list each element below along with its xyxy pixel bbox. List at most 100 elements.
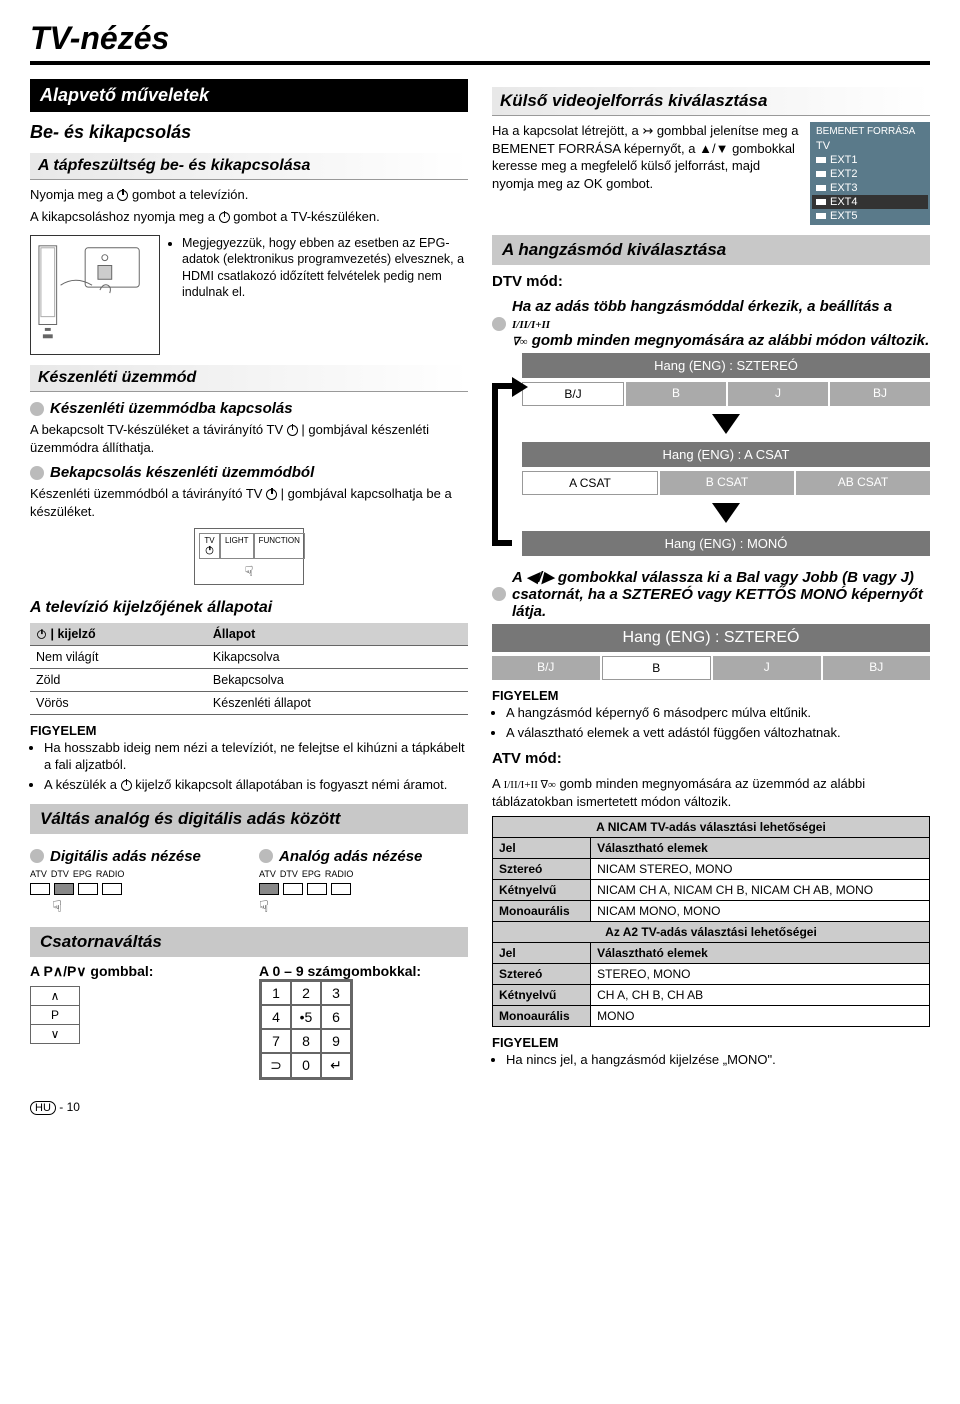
- warning-item: A hangzásmód képernyő 6 másodperc múlva …: [506, 705, 930, 722]
- flow-bj2: BJ: [830, 382, 930, 406]
- table-cell: Kétnyelvű: [493, 880, 591, 901]
- atv-mode-label: ATV mód:: [492, 750, 930, 767]
- lr-j: J: [713, 656, 821, 680]
- section-basic-ops: Alapvető műveletek: [30, 79, 468, 112]
- flow-b: B: [626, 382, 726, 406]
- table-cell: Sztereó: [493, 964, 591, 985]
- table-cell: Monoaurális: [493, 1006, 591, 1027]
- power-note: Megjegyezzük, hogy ebben az esetben az E…: [168, 235, 468, 303]
- warning-item: Ha hosszabb ideig nem nézi a televíziót,…: [44, 740, 468, 774]
- subsection-power: Be- és kikapcsolás: [30, 120, 468, 145]
- mode-labels: ATVDTVEPGRADIO: [259, 869, 468, 879]
- flow-j: J: [728, 382, 828, 406]
- lr-heading: A ◀/▶ gombokkal válassza ki a Bal vagy J…: [492, 568, 930, 620]
- label-p-buttons: A P∧/P∨ gombbal:: [30, 963, 239, 980]
- return-arrow: [492, 383, 512, 546]
- section-sound-mode: A hangzásmód kiválasztása: [492, 235, 930, 265]
- table-cell: Választható elemek: [591, 838, 930, 859]
- table-cell: Készenléti állapot: [207, 692, 468, 715]
- remote-illustration: TV LIGHT FUNCTION ☟: [194, 528, 304, 585]
- section-analog-digital: Váltás analóg és digitális adás között: [30, 804, 468, 834]
- table-cell: MONO: [591, 1006, 930, 1027]
- flow-mono: Hang (ENG) : MONÓ: [522, 531, 930, 556]
- right-column: Külső videojelforrás kiválasztása BEMENE…: [492, 79, 930, 1080]
- input-ext1: EXT1: [812, 153, 928, 167]
- lr-box: Hang (ENG) : SZTEREÓ: [492, 624, 930, 652]
- power-icon: [117, 190, 128, 201]
- nicam-header: A NICAM TV-adás választási lehetőségei: [493, 817, 930, 838]
- warning-list: Ha hosszabb ideig nem nézi a televíziót,…: [30, 740, 468, 794]
- flow-bj: B/J: [522, 382, 624, 406]
- table-cell: Nem világít: [30, 646, 207, 669]
- warning-item: Ha nincs jel, a hangzásmód kijelzése „MO…: [506, 1052, 930, 1069]
- table-cell: Kétnyelvű: [493, 985, 591, 1006]
- heading-external-source: Külső videojelforrás kiválasztása: [492, 87, 930, 116]
- table-cell: Vörös: [30, 692, 207, 715]
- input-ext2: EXT2: [812, 167, 928, 181]
- heading-main-power: A tápfeszültség be- és kikapcsolása: [30, 153, 468, 180]
- flow-bcsat: B CSAT: [660, 471, 794, 495]
- flow-abcsat: AB CSAT: [796, 471, 930, 495]
- tv-diagram: Megjegyezzük, hogy ebben az esetben az E…: [30, 235, 468, 355]
- input-ext4: EXT4: [812, 195, 928, 209]
- sound-flow: Hang (ENG) : SZTEREÓ B/J B J BJ Hang (EN…: [492, 353, 930, 556]
- power-on-text: Nyomja meg a gombot a televízión.: [30, 186, 468, 204]
- power-icon: [121, 780, 132, 791]
- flow-acsat: A CSAT: [522, 471, 658, 495]
- to-standby-text: A bekapcsolt TV-készüléket a távirányító…: [30, 421, 468, 456]
- subhead-analog: Analóg adás nézése: [259, 848, 468, 865]
- warning-list: A hangzásmód képernyő 6 másodperc múlva …: [492, 705, 930, 742]
- table-cell: Kikapcsolva: [207, 646, 468, 669]
- lr-b: B: [602, 656, 712, 680]
- warning-item: A választható elemek a vett adástól függ…: [506, 725, 930, 742]
- input-ext3: EXT3: [812, 181, 928, 195]
- warning-list: Ha nincs jel, a hangzásmód kijelzése „MO…: [492, 1052, 930, 1069]
- warning-label: FIGYELEM: [30, 723, 468, 738]
- table-cell: Bekapcsolva: [207, 669, 468, 692]
- power-icon: [219, 212, 230, 223]
- dtv-heading: Ha az adás több hangzásmóddal érkezik, a…: [492, 298, 930, 349]
- lr-bj: B/J: [492, 656, 600, 680]
- table-cell: Zöld: [30, 669, 207, 692]
- power-off-text: A kikapcsoláshoz nyomja meg a gombot a T…: [30, 208, 468, 226]
- left-column: Alapvető műveletek Be- és kikapcsolás A …: [30, 79, 468, 1080]
- table-cell: STEREO, MONO: [591, 964, 930, 985]
- subhead-from-standby: Bekapcsolás készenléti üzemmódból: [30, 464, 468, 481]
- subhead-digital: Digitális adás nézése: [30, 848, 239, 865]
- input-source-box: BEMENET FORRÁSA TV EXT1 EXT2 EXT3 EXT4 E…: [810, 122, 930, 225]
- heading-display-status: A televízió kijelzőjének állapotai: [30, 599, 468, 617]
- table-cell: CH A, CH B, CH AB: [591, 985, 930, 1006]
- table-cell: Jel: [493, 943, 591, 964]
- subhead-to-standby: Készenléti üzemmódba kapcsolás: [30, 400, 468, 417]
- hand-icon: ☟: [259, 897, 468, 917]
- arrow-down-icon: [712, 414, 740, 434]
- warning-item: A készülék a kijelző kikapcsolt állapotá…: [44, 777, 468, 794]
- table-cell: NICAM CH A, NICAM CH B, NICAM CH AB, MON…: [591, 880, 930, 901]
- input-header: BEMENET FORRÁSA: [812, 124, 928, 139]
- a2-header: Az A2 TV-adás választási lehetőségei: [493, 922, 930, 943]
- table-cell: Választható elemek: [591, 943, 930, 964]
- keypad: 123 4•56 789 ⊃0↵: [259, 979, 353, 1080]
- table-cell: Sztereó: [493, 859, 591, 880]
- dtv-mode-label: DTV mód:: [492, 273, 930, 290]
- label-number-buttons: A 0 – 9 számgombokkal:: [259, 963, 468, 979]
- status-table: | kijelzőÁllapot Nem világítKikapcsolva …: [30, 623, 468, 715]
- heading-standby: Készenléti üzemmód: [30, 365, 468, 392]
- flow-achan: Hang (ENG) : A CSAT: [522, 442, 930, 467]
- page-number: HU - 10: [30, 1100, 930, 1114]
- section-channel-switch: Csatornaváltás: [30, 927, 468, 957]
- power-icon: [287, 425, 298, 436]
- from-standby-text: Készenléti üzemmódból a távirányító TV |…: [30, 485, 468, 520]
- warning-label: FIGYELEM: [492, 688, 930, 703]
- warning-label: FIGYELEM: [492, 1035, 930, 1050]
- page-title: TV-nézés: [30, 20, 930, 65]
- hand-icon: ☟: [30, 897, 239, 917]
- sound-mode-icon: I/II/I+II ∇∞: [504, 779, 556, 791]
- arrow-down-icon: [712, 503, 740, 523]
- table-cell: Monoaurális: [493, 901, 591, 922]
- table-cell: NICAM MONO, MONO: [591, 901, 930, 922]
- status-th-state: Állapot: [207, 623, 468, 646]
- atv-text: A I/II/I+II ∇∞ gomb minden megnyomására …: [492, 775, 930, 810]
- flow-stereo: Hang (ENG) : SZTEREÓ: [522, 353, 930, 378]
- p-button-box: ∧P∨: [30, 986, 80, 1044]
